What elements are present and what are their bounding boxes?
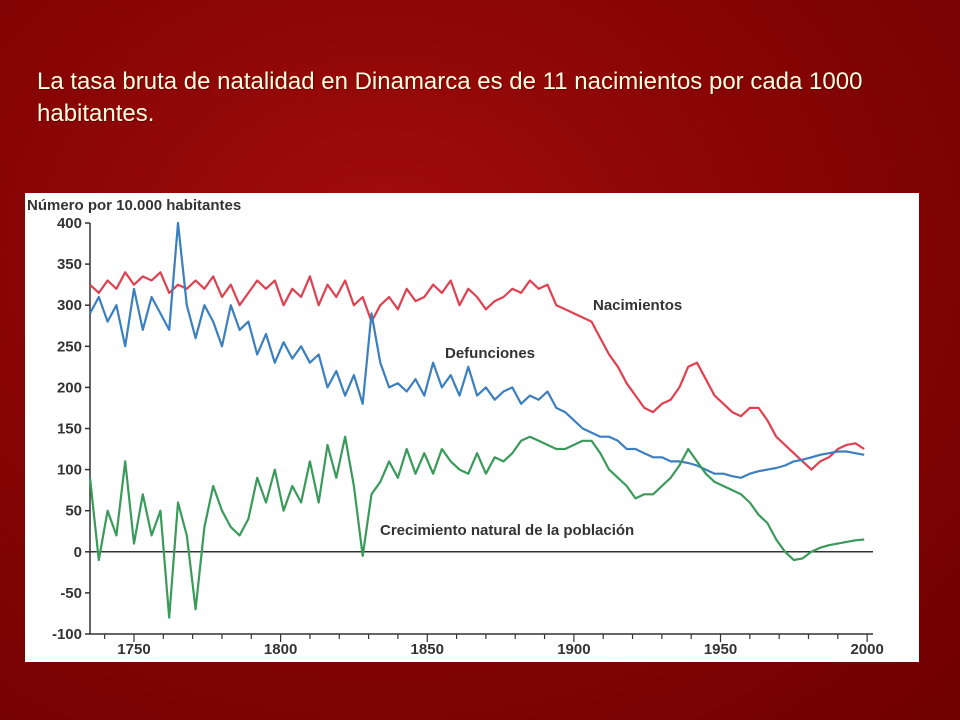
y-tick-label: 100 [57,462,82,479]
y-tick-label: 150 [57,421,82,438]
x-tick-label: 1900 [557,641,590,658]
y-tick-label: 400 [57,215,82,232]
x-tick-labels: 1750 1800 1850 1900 1950 2000 [104,634,884,658]
series-label-3: Crecimiento natural de la población [380,522,634,539]
x-tick-label: 1750 [117,641,150,658]
chart-panel: Número por 10.000 habitantes -100 -50 0 50 1… [25,193,919,662]
y-tick-labels: -100 -50 0 50 100 150 200 250 300 350 400 [52,215,90,643]
y-tick-label: -100 [52,626,82,643]
series-lines [88,221,865,619]
series-line-2 [89,221,865,479]
y-tick-label: 200 [57,379,82,396]
y-tick-label: 350 [57,256,82,273]
series-line-3 [88,435,865,619]
x-tick-label: 1850 [411,641,444,658]
series-label-1: Nacimientos [593,297,682,314]
line-chart: Número por 10.000 habitantes -100 -50 0 50 1… [27,197,884,658]
series-line-1 [89,271,865,471]
x-tick-label: 1800 [264,641,297,658]
y-tick-label: 250 [57,338,82,355]
y-tick-label: 50 [65,503,82,520]
slide-title: La tasa bruta de natalidad en Dinamarca … [37,68,863,127]
series-label-2: Defunciones [445,345,535,362]
x-tick-label: 2000 [850,641,883,658]
series-labels: Nacimientos Defunciones Crecimiento natura… [380,297,682,539]
y-axis-title: Número por 10.000 habitantes [27,197,241,214]
y-tick-label: 300 [57,297,82,314]
y-tick-label: -50 [60,585,82,602]
y-tick-label: 0 [74,544,82,561]
x-tick-label: 1950 [704,641,737,658]
